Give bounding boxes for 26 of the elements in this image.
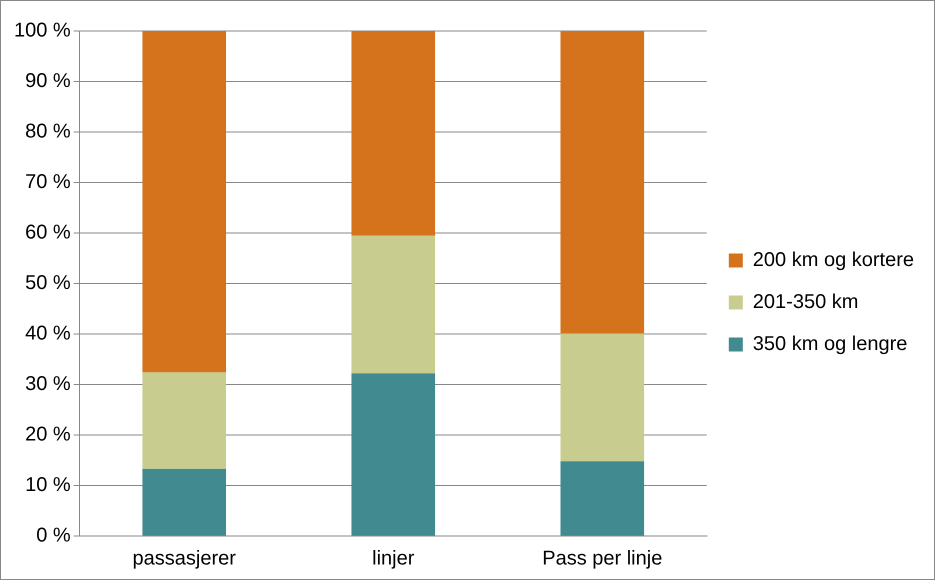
y-tick-label: 80 % (25, 120, 71, 143)
bar (142, 31, 226, 372)
bar (560, 31, 644, 334)
legend-label: 201-350 km (752, 291, 858, 314)
y-tick-label: 10 % (25, 474, 71, 496)
y-tick-label: 30 % (25, 373, 71, 396)
y-tick-label: 60 % (25, 222, 71, 244)
legend-label: 200 km og kortere (752, 249, 914, 272)
x-tick-label: Pass per linje (542, 548, 662, 570)
x-tick-label: passasjerer (132, 548, 236, 570)
bar (351, 31, 436, 236)
y-tick-label: 0 % (36, 524, 71, 547)
legend-label: 350 km og lengre (752, 333, 908, 356)
y-tick-label: 100 % (14, 20, 71, 42)
x-tick-label: linjer (372, 548, 415, 570)
bar (351, 373, 436, 536)
y-tick-label: 90 % (25, 70, 71, 92)
y-tick-label: 20 % (25, 424, 71, 446)
bar (560, 461, 644, 536)
bar (351, 236, 436, 374)
bar (142, 372, 226, 469)
bar (142, 468, 226, 536)
y-tick-label: 40 % (25, 322, 71, 345)
y-tick-label: 70 % (25, 171, 71, 194)
bar (560, 333, 644, 462)
y-tick-label: 50 % (25, 272, 71, 294)
